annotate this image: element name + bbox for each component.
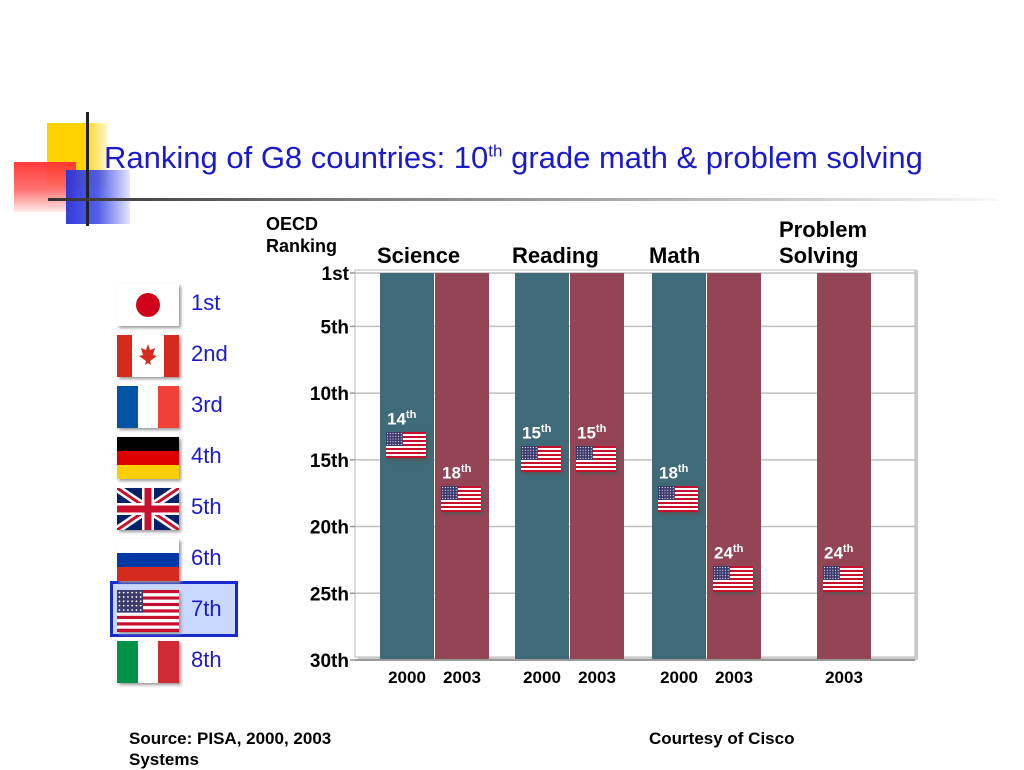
us-rank-label: 15th: [577, 422, 607, 443]
title-superscript: th: [488, 141, 503, 161]
legend-rank-label: 1st: [191, 290, 221, 315]
x-year-label: 2000: [388, 668, 426, 687]
bar-problem-solving-2003: [817, 273, 871, 660]
legend-row: 2nd: [117, 335, 257, 379]
france-flag-icon: [117, 386, 179, 428]
x-year-label: 2003: [825, 668, 863, 687]
x-year-label: 2003: [443, 668, 481, 687]
legend-row: 3rd: [117, 386, 257, 430]
y-tick-label: 1st: [322, 264, 350, 285]
title-deco-red-square: [14, 162, 76, 212]
us-rank-label: 14th: [387, 409, 417, 430]
germany-flag-icon: [117, 437, 179, 479]
x-year-label: 2000: [660, 668, 698, 687]
x-year-label: 2003: [578, 668, 616, 687]
legend-rank-label: 6th: [191, 545, 222, 570]
legend-row: 7th: [117, 590, 257, 634]
bar-math-2000: [652, 273, 706, 660]
usa-flag-icon: [441, 485, 481, 512]
usa-flag-icon: [713, 565, 753, 592]
title-underline: [48, 198, 998, 201]
legend-rank-label: 5th: [191, 494, 222, 519]
legend-row: 1st: [117, 284, 257, 328]
title-deco-vertical-line: [86, 112, 89, 226]
us-rank-label: 24th: [714, 542, 744, 563]
bar-math-2003: [707, 273, 761, 660]
title-text-rest: grade math & problem solving: [502, 140, 923, 175]
italy-flag-icon: [117, 641, 179, 683]
category-label: Solving: [779, 243, 858, 268]
bar-science-2003: [435, 273, 489, 660]
legend-row: 5th: [117, 488, 257, 532]
source-note-line2: Systems: [129, 750, 199, 769]
legend-row: 8th: [117, 641, 257, 685]
legend-rank-label: 3rd: [191, 392, 223, 417]
category-label: Math: [649, 243, 700, 268]
bar-science-2000: [380, 273, 434, 660]
us-rank-label: 15th: [522, 422, 552, 443]
category-label: Science: [377, 243, 460, 268]
usa-flag-icon: [117, 590, 179, 632]
y-tick-label: 15th: [310, 451, 349, 472]
legend-rank-label: 7th: [191, 596, 222, 621]
us-rank-label: 24th: [824, 542, 854, 563]
x-year-label: 2003: [715, 668, 753, 687]
canada-flag-icon: [117, 335, 179, 377]
y-tick-label: 30th: [310, 651, 349, 672]
source-note: Source: PISA, 2000, 2003: [129, 729, 332, 748]
y-tick-label: 20th: [310, 518, 349, 539]
legend-row: 6th: [117, 539, 257, 583]
y-tick-label: 25th: [310, 584, 349, 605]
y-tick-label: 5th: [321, 317, 350, 338]
legend-rank-label: 4th: [191, 443, 222, 468]
japan-flag-icon: [117, 284, 179, 326]
legend-rank-label: 8th: [191, 647, 222, 672]
title-deco-blue-square: [66, 170, 130, 224]
usa-flag-icon: [386, 432, 426, 459]
us-rank-label: 18th: [442, 462, 472, 483]
usa-flag-icon: [576, 445, 616, 472]
usa-flag-icon: [658, 485, 698, 512]
legend-rank-label: 2nd: [191, 341, 228, 366]
y-axis-title: OECD Ranking: [266, 213, 337, 257]
us-rank-label: 18th: [659, 462, 689, 483]
category-label: Problem: [779, 217, 867, 242]
y-tick-label: 10th: [310, 384, 349, 405]
y-axis-title-line1: OECD: [266, 214, 319, 234]
x-year-label: 2000: [523, 668, 561, 687]
title-text: Ranking of G8 countries: 10: [104, 140, 489, 175]
slide-title: Ranking of G8 countries: 10th grade math…: [104, 140, 923, 176]
russia-flag-icon: [117, 539, 179, 581]
category-label: Reading: [512, 243, 599, 268]
legend-row: 4th: [117, 437, 257, 481]
uk-flag-icon: [117, 488, 179, 530]
usa-flag-icon: [823, 565, 863, 592]
y-axis-title-line2: Ranking: [266, 236, 338, 256]
usa-flag-icon: [521, 445, 561, 472]
courtesy-note: Courtesy of Cisco: [649, 729, 795, 748]
